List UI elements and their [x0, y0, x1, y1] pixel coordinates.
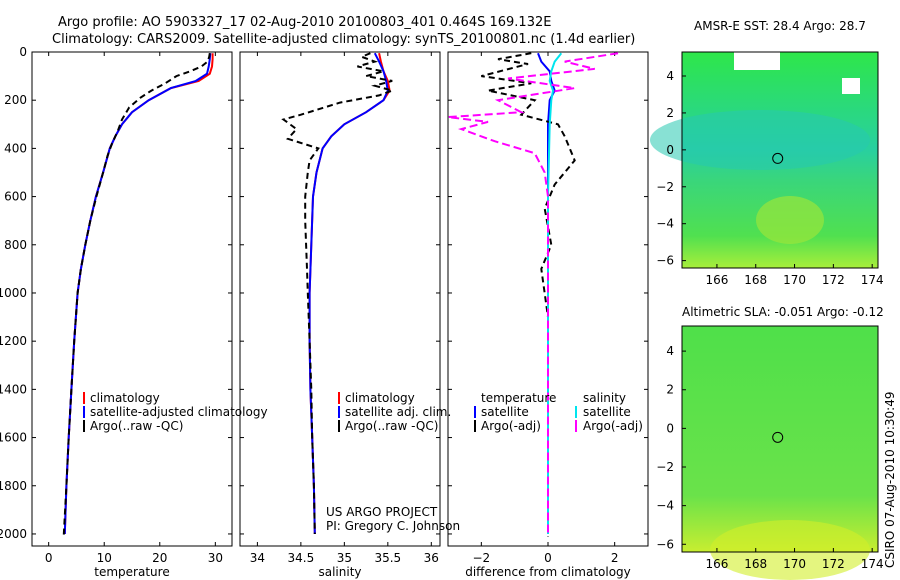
legend-label-satellite-adjusted: satellite-adjusted climatology [90, 405, 268, 419]
argo-position-marker [772, 431, 784, 443]
legend-label-sal-satellite: satellite [583, 405, 631, 419]
y-tick-label: 800 [4, 238, 27, 252]
x-tick-label: −2 [472, 551, 490, 565]
x-tick-label: 0 [45, 551, 53, 565]
x-tick-label: 10 [97, 551, 112, 565]
argo-position-marker [772, 152, 784, 164]
y-tick-label: 2 [666, 106, 674, 120]
x-tick-label: 20 [152, 551, 167, 565]
series-line [481, 52, 576, 537]
legend-label-argo: Argo(..raw -QC) [345, 419, 438, 433]
temperature-profile-plot: 0 200 400 600 800 1000 1200 1400 1600 1800 2000 0 10… [0, 45, 233, 579]
legend-label-temp-satellite: satellite [481, 405, 529, 419]
legend-label-climatology: climatology [345, 391, 415, 405]
y-tick-label: 0 [19, 45, 27, 59]
x-tick-label: 34.5 [288, 551, 315, 565]
y-tick-label: −6 [656, 537, 674, 551]
y-tick-label: −2 [656, 460, 674, 474]
series-line [63, 53, 214, 535]
x-tick-label: 170 [783, 557, 806, 571]
y-tick-label: 1400 [0, 382, 27, 396]
salinity-profile-plot: 34 34.5 35 35.5 36 salinity [239, 51, 441, 579]
sla-map-title: Altimetric SLA: -0.051 Argo: -0.12 [682, 305, 884, 319]
temperature-legend: climatology satellite-adjusted climatolo… [83, 391, 268, 433]
x-tick-label: 168 [744, 557, 767, 571]
y-tick-label: 200 [4, 93, 27, 107]
y-tick-label: 4 [666, 69, 674, 83]
x-tick-label: 170 [783, 273, 806, 287]
x-tick-label: 30 [208, 551, 223, 565]
project-pi: PI: Gregory C. Johnson [326, 519, 460, 533]
x-tick-label: 172 [822, 557, 845, 571]
x-tick-label: 166 [705, 557, 728, 571]
sst-missing-data [734, 52, 780, 70]
sst-map-frame [681, 51, 879, 269]
sst-map-title: AMSR-E SST: 28.4 Argo: 28.7 [694, 19, 866, 33]
project-name: US ARGO PROJECT [326, 505, 438, 519]
x-axis-label: salinity [318, 565, 361, 579]
y-tick-label: 0 [666, 421, 674, 435]
y-tick-label: 400 [4, 141, 27, 155]
legend-label-climatology: climatology [90, 391, 160, 405]
legend-header-salinity: salinity [583, 391, 626, 405]
x-axis-label: difference from climatology [465, 565, 631, 579]
x-tick-label: 174 [861, 273, 884, 287]
x-tick-label: 0 [544, 551, 552, 565]
series-line [537, 52, 556, 534]
y-tick-label: −4 [656, 499, 674, 513]
header-line-1: Argo profile: AO 5903327_17 02-Aug-2010 … [58, 15, 551, 30]
x-tick-label: 168 [744, 273, 767, 287]
legend-header-temperature: temperature [481, 391, 556, 405]
sla-map-frame [681, 325, 879, 553]
x-tick-label: 2 [611, 551, 619, 565]
x-axis-label: temperature [94, 565, 169, 579]
legend-label-argo: Argo(..raw -QC) [90, 419, 183, 433]
y-tick-label: −6 [656, 254, 674, 268]
x-tick-label: 166 [705, 273, 728, 287]
y-tick-label: 1200 [0, 334, 27, 348]
legend-label-temp-argo: Argo(-adj) [481, 419, 541, 433]
series-line [62, 53, 211, 537]
y-tick-label: 1800 [0, 479, 27, 493]
y-tick-label: 2 [666, 383, 674, 397]
sst-map: 166 168 170 172 174 4 2 0 −2 −4 −6 [650, 51, 884, 287]
x-tick-label: 174 [861, 557, 884, 571]
y-tick-label: 600 [4, 190, 27, 204]
sst-missing-data [842, 78, 860, 94]
plot-frame [239, 51, 441, 547]
series-line [281, 52, 396, 535]
y-tick-label: 1600 [0, 431, 27, 445]
header-line-2: Climatology: CARS2009. Satellite-adjuste… [52, 32, 635, 47]
y-tick-label: 2000 [0, 527, 27, 541]
y-tick-label: 1000 [0, 286, 27, 300]
salinity-legend: climatology satellite adj. clim. Argo(..… [338, 391, 451, 433]
series-line [447, 52, 619, 534]
x-tick-label: 35.5 [374, 551, 401, 565]
sst-warm-patch [756, 196, 824, 244]
x-tick-label: 36 [424, 551, 439, 565]
y-tick-label: −4 [656, 217, 674, 231]
side-timestamp-label: CSIRO 07-Aug-2010 10:30:49 [883, 392, 897, 568]
y-tick-label: 4 [666, 344, 674, 358]
plot-frame [31, 51, 233, 547]
sla-field [682, 326, 878, 552]
y-tick-label: −2 [656, 180, 674, 194]
series-line [63, 53, 212, 535]
legend-label-sal-argo: Argo(-adj) [583, 419, 643, 433]
x-tick-label: 35 [337, 551, 352, 565]
y-tick-label: 0 [666, 143, 674, 157]
sla-map: 166 168 170 172 174 4 2 0 −2 −4 −6 [656, 325, 884, 580]
sst-cool-patch [650, 110, 870, 170]
sla-high-patch [710, 520, 870, 580]
difference-legend: temperature salinity satellite Argo(-adj… [474, 391, 643, 433]
x-tick-label: 172 [822, 273, 845, 287]
legend-label-satellite-adj: satellite adj. clim. [345, 405, 451, 419]
series-line [308, 52, 389, 535]
x-tick-label: 34 [250, 551, 265, 565]
series-line [308, 52, 391, 535]
